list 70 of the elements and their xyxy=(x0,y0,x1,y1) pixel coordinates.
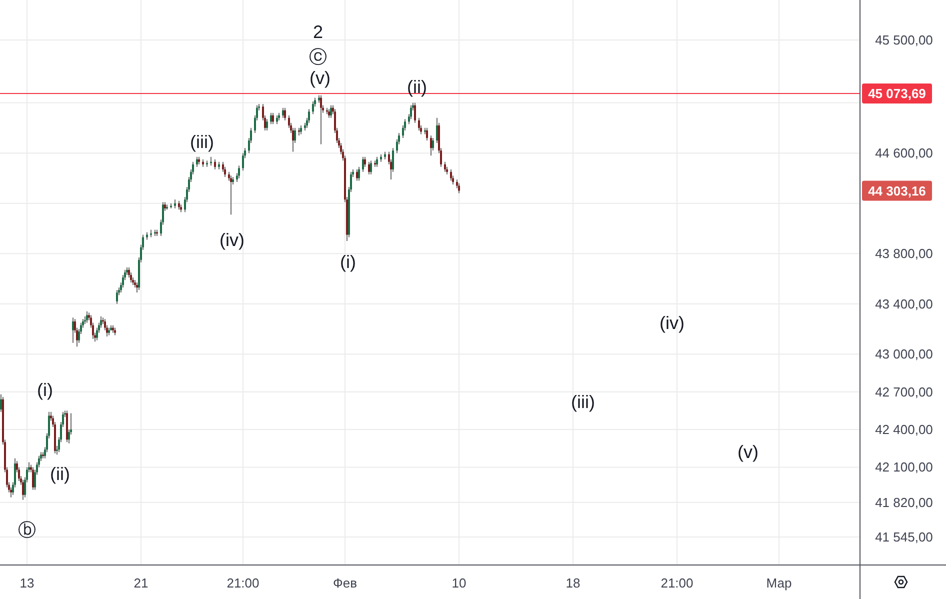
candlestick xyxy=(330,104,332,118)
candlestick xyxy=(414,102,416,124)
x-tick-label: 21 xyxy=(134,576,148,590)
annotation: (i) xyxy=(340,252,356,272)
candlestick xyxy=(270,112,272,125)
candlestick xyxy=(130,272,132,283)
x-tick-label: 10 xyxy=(452,576,466,590)
candlestick xyxy=(196,156,198,168)
candlestick xyxy=(272,112,274,125)
candlestick xyxy=(426,127,428,141)
candlestick xyxy=(320,94,322,145)
annotation: (v) xyxy=(738,442,758,462)
text: 44 303,16 xyxy=(868,183,926,198)
candlestick xyxy=(266,118,268,131)
candlestick xyxy=(458,182,460,194)
candlestick xyxy=(370,160,372,175)
x-tick-label: Фев xyxy=(332,576,358,590)
annotation: ⓑ xyxy=(18,520,36,540)
annotation: (ii) xyxy=(407,77,427,97)
x-tick-label: Мар xyxy=(766,576,792,590)
y-tick-label: 41 545,00 xyxy=(875,529,933,544)
candlestick xyxy=(410,104,412,120)
candlestick xyxy=(418,117,420,131)
annotation: (iv) xyxy=(220,230,244,250)
candlestick xyxy=(224,166,226,178)
candlestick xyxy=(450,168,452,182)
candlestick xyxy=(122,274,124,288)
y-tick-label: 42 400,00 xyxy=(875,422,933,438)
candlestick xyxy=(72,317,74,344)
y-tick-label: 41 820,00 xyxy=(875,494,933,510)
candlestick xyxy=(284,107,286,121)
candlestick xyxy=(230,175,232,216)
candlestick xyxy=(116,290,118,304)
y-tick-label: 43 000,00 xyxy=(875,346,933,362)
annotation: (ii) xyxy=(50,464,70,484)
candlestick xyxy=(292,127,294,152)
ref-line-label: 45 073,69 xyxy=(868,86,926,102)
annotation: (iii) xyxy=(190,132,214,152)
annotation: (i) xyxy=(37,380,53,400)
candlestick xyxy=(312,101,314,115)
y-tick-label: 42 700,00 xyxy=(875,384,933,400)
candlestick xyxy=(86,310,88,324)
candlestick xyxy=(432,137,434,152)
annotation: (v) xyxy=(310,68,330,88)
candlestick xyxy=(376,156,378,168)
y-tick-label: 43 400,00 xyxy=(875,296,933,312)
candlestick xyxy=(32,466,34,490)
annotation: (iv) xyxy=(660,313,684,333)
candlestick xyxy=(358,166,360,182)
candlestick xyxy=(282,107,284,118)
candlestick xyxy=(444,161,446,172)
x-tick-label: 21:00 xyxy=(660,576,694,590)
annotation: 2 xyxy=(312,22,324,42)
y-tick-label: 42 100,00 xyxy=(875,460,933,475)
y-tick-label: 43 800,00 xyxy=(875,246,933,262)
candlestick xyxy=(368,161,370,175)
candlestick xyxy=(214,158,216,170)
y-tick-label: 44 600,00 xyxy=(875,146,933,161)
annotation: (iii) xyxy=(571,392,595,412)
candlestick xyxy=(356,168,358,182)
x-tick-label: 18 xyxy=(566,576,580,590)
annotation: ⓒ xyxy=(309,47,327,67)
candlestick xyxy=(10,486,12,498)
candlestick xyxy=(238,165,240,179)
candlestick xyxy=(362,156,364,172)
y-tick-label: 45 500,00 xyxy=(875,32,933,48)
x-tick-label: 13 xyxy=(20,576,34,590)
candlestick xyxy=(22,479,24,500)
candlestick xyxy=(430,134,432,156)
x-tick-label: 21:00 xyxy=(226,576,260,590)
